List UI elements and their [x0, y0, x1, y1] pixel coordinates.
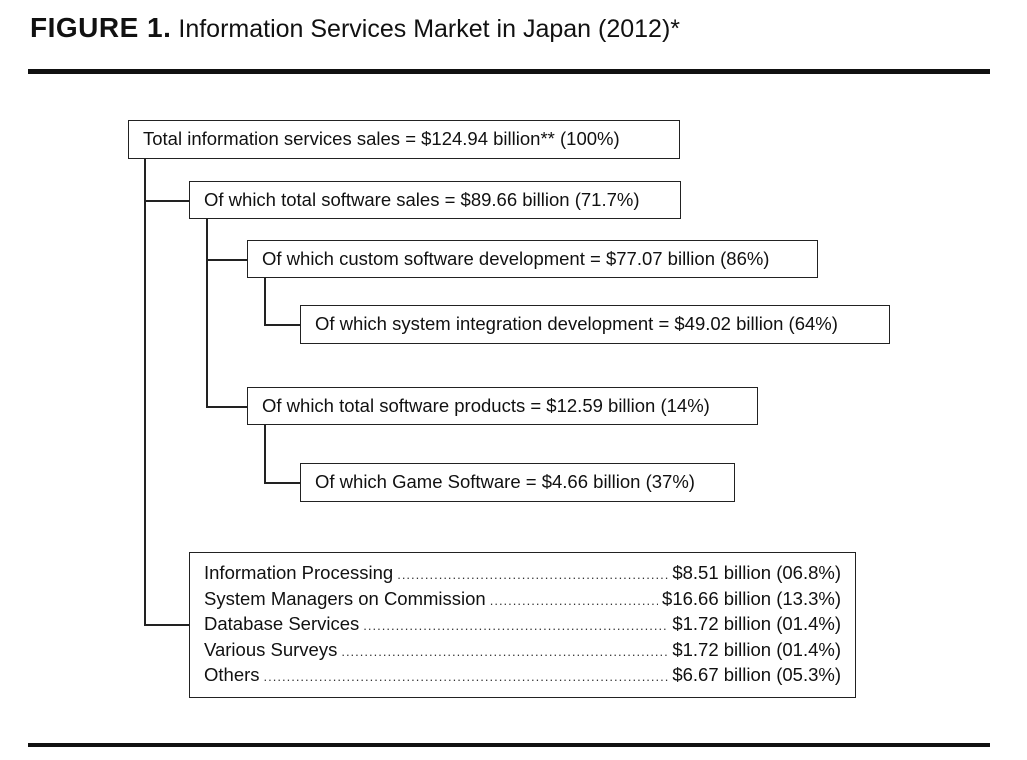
service-value: $1.72 billion (01.4%)	[672, 639, 841, 660]
leader-dots	[341, 644, 668, 659]
list-item: Database Services $1.72 billion (01.4%)	[204, 613, 841, 638]
bottom-rule	[28, 743, 990, 747]
other-services-box: Information Processing $8.51 billion (06…	[189, 552, 856, 698]
connector-to-system-integration	[264, 324, 301, 326]
service-value: $16.66 billion (13.3%)	[662, 588, 841, 609]
service-name: System Managers on Commission	[204, 588, 486, 609]
connector-to-software-sales	[144, 200, 190, 202]
list-item: Information Processing $8.51 billion (06…	[204, 562, 841, 587]
total-sales-box: Total information services sales = $124.…	[128, 120, 680, 159]
figure-title: FIGURE 1. Information Services Market in…	[30, 12, 680, 44]
connector-root-trunk	[144, 158, 146, 625]
software-sales-box: Of which total software sales = $89.66 b…	[189, 181, 681, 219]
service-value: $8.51 billion (06.8%)	[672, 562, 841, 583]
leader-dots	[397, 567, 668, 582]
connector-to-custom-software	[206, 259, 248, 261]
leader-dots	[264, 669, 669, 684]
list-item: Various Surveys $1.72 billion (01.4%)	[204, 639, 841, 664]
connector-to-software-products	[206, 406, 248, 408]
list-item: System Managers on Commission $16.66 bil…	[204, 588, 841, 613]
service-name: Various Surveys	[204, 639, 338, 660]
connector-software-trunk	[206, 218, 208, 407]
leader-dots	[490, 593, 658, 608]
system-integration-box: Of which system integration development …	[300, 305, 890, 344]
connector-custom-trunk	[264, 277, 266, 325]
service-value: $1.72 billion (01.4%)	[672, 613, 841, 634]
figure-label: FIGURE 1.	[30, 12, 172, 43]
list-item: Others $6.67 billion (05.3%)	[204, 664, 841, 689]
service-name: Information Processing	[204, 562, 394, 583]
service-name: Database Services	[204, 613, 360, 634]
game-software-box: Of which Game Software = $4.66 billion (…	[300, 463, 735, 502]
service-name: Others	[204, 664, 260, 685]
software-products-box: Of which total software products = $12.5…	[247, 387, 758, 425]
top-rule	[28, 69, 990, 74]
connector-products-trunk	[264, 424, 266, 483]
figure-caption: Information Services Market in Japan (20…	[178, 15, 680, 43]
connector-to-game-software	[264, 482, 301, 484]
leader-dots	[363, 618, 668, 633]
connector-to-other-services	[144, 624, 190, 626]
service-value: $6.67 billion (05.3%)	[672, 664, 841, 685]
custom-software-box: Of which custom software development = $…	[247, 240, 818, 278]
